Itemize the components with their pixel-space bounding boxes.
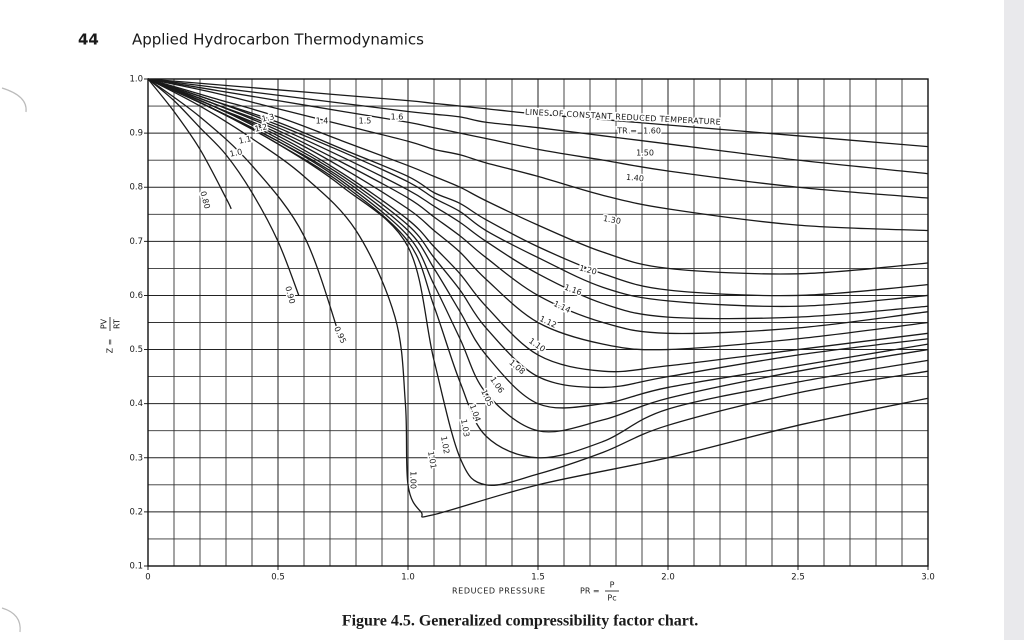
x-axis-label: REDUCED PRESSURE PR = P Pc bbox=[452, 581, 619, 603]
y-tick-label: 0.6 bbox=[129, 291, 143, 301]
y-label-lhs: Z = bbox=[106, 339, 115, 354]
start-label: 1.5 bbox=[359, 117, 372, 126]
isotherm-curve bbox=[147, 78, 929, 459]
isotherm-curve bbox=[147, 78, 929, 308]
y-label-numerator: PV bbox=[100, 318, 109, 329]
isotherm-curve bbox=[147, 78, 929, 351]
isotherm-curve bbox=[147, 78, 929, 335]
start-label: 1.2 bbox=[254, 122, 268, 133]
isotherm-curve bbox=[147, 78, 929, 199]
y-tick-label: 0.7 bbox=[129, 237, 143, 247]
y-axis-label: Z = PV RT bbox=[100, 317, 122, 353]
isotherm-curve bbox=[147, 78, 342, 339]
isotherm-curve bbox=[147, 78, 232, 210]
isotherm-curve bbox=[147, 78, 929, 409]
isotherm-curve bbox=[147, 78, 929, 373]
isotherm-curve bbox=[147, 78, 300, 296]
y-tick-label: 0.8 bbox=[129, 183, 143, 193]
x-tick-label: 0 bbox=[145, 573, 150, 583]
curve-label: 1.60 bbox=[643, 127, 661, 136]
binding-mark bbox=[1, 87, 27, 113]
curve-label: 1.40 bbox=[626, 173, 645, 184]
x-tick-label: 3.0 bbox=[921, 573, 935, 583]
x-label-denominator: Pc bbox=[607, 594, 616, 603]
x-label-lhs: PR = bbox=[580, 587, 600, 596]
isotherm-curve bbox=[147, 78, 929, 275]
start-label: 1.0 bbox=[229, 147, 243, 158]
curve-label: 0.90 bbox=[283, 285, 296, 305]
isotherm-curve bbox=[147, 78, 929, 518]
y-tick-label: 0.1 bbox=[129, 562, 143, 572]
y-tick-label: 0.5 bbox=[129, 345, 143, 355]
start-label: 1.6 bbox=[391, 113, 404, 122]
isotherm-curve bbox=[147, 78, 929, 148]
isotherm-curve bbox=[147, 78, 929, 297]
plot: 0 0.5 1.0 1.5 2.0 2.5 3.0 0.1 0.2 0.3 0.4 0.5 0.6 0.7… bbox=[100, 75, 935, 603]
tr-prefix: TR = bbox=[616, 127, 637, 136]
start-label: 1.4 bbox=[316, 117, 329, 126]
y-tick-label: 0.3 bbox=[129, 453, 143, 463]
y-tick-label: 0.2 bbox=[129, 507, 143, 517]
curve-label: 1.50 bbox=[636, 149, 654, 158]
x-label-text: REDUCED PRESSURE bbox=[452, 587, 546, 596]
x-tick-label: 2.5 bbox=[791, 573, 805, 583]
y-tick-label: 0.4 bbox=[129, 399, 143, 409]
x-tick-label: 1.0 bbox=[401, 573, 415, 583]
x-label-numerator: P bbox=[610, 581, 615, 590]
x-tick-label: 0.5 bbox=[271, 573, 285, 583]
binding-mark bbox=[1, 607, 21, 633]
start-label: 1.3 bbox=[261, 112, 275, 123]
isotherm-curve bbox=[147, 78, 929, 320]
isotherm-curve bbox=[147, 78, 929, 232]
y-label-denominator: RT bbox=[113, 319, 122, 329]
caption: Figure 4.5. Generalized compressibility … bbox=[342, 613, 698, 630]
curve-label: 1.00 bbox=[409, 471, 418, 489]
margin-strip bbox=[1004, 0, 1024, 640]
x-tick-label: 2.0 bbox=[661, 573, 675, 583]
y-tick-label: 1.0 bbox=[129, 75, 143, 85]
isotherm-curve bbox=[147, 78, 929, 175]
x-tick-label: 1.5 bbox=[531, 573, 545, 583]
isotherm-curve bbox=[147, 78, 929, 389]
page-number: 44 bbox=[78, 31, 99, 49]
y-tick-label: 0.9 bbox=[129, 129, 143, 139]
start-label: 1.1 bbox=[238, 134, 252, 145]
running-title: Applied Hydrocarbon Thermodynamics bbox=[132, 31, 424, 49]
